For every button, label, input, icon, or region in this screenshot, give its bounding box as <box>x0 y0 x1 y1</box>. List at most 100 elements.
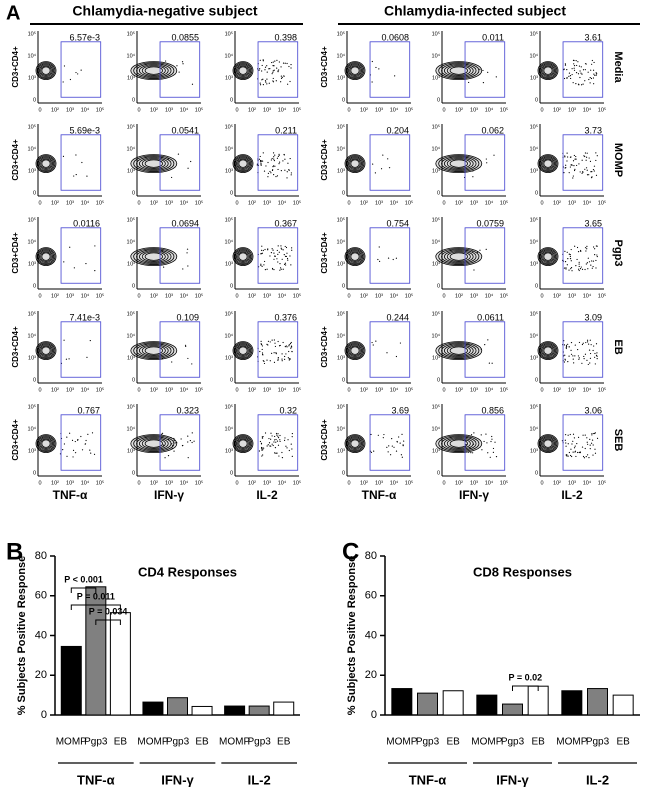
contour <box>537 61 559 80</box>
y-tick-label: 0 <box>437 377 440 383</box>
event-dot <box>584 155 586 158</box>
event-dot <box>274 154 276 156</box>
x-tick-label: 0 <box>235 200 238 206</box>
event-dot <box>63 339 65 341</box>
event-dot <box>564 250 566 252</box>
event-dot <box>573 65 576 67</box>
event-dot <box>258 450 261 452</box>
event-dot <box>281 457 284 459</box>
event-dot <box>565 344 568 346</box>
event-dot <box>595 72 597 74</box>
x-tick-label: 10³ <box>470 480 478 486</box>
event-dot <box>73 175 75 177</box>
y-tick-label: 10³ <box>28 355 36 361</box>
contour <box>39 344 53 357</box>
y-tick-label: 80 <box>35 550 47 562</box>
event-dot <box>279 267 282 269</box>
event-dot <box>577 61 579 63</box>
y-tick-label: 10⁴ <box>225 145 234 152</box>
gate-value: 0.204 <box>386 125 409 135</box>
event-dot <box>590 344 592 346</box>
event-dot <box>286 171 288 173</box>
gate-value: 3.69 <box>391 405 409 415</box>
event-dot <box>573 63 575 65</box>
event-dot <box>279 263 281 265</box>
event-dot <box>270 159 272 161</box>
event-dot <box>563 267 566 269</box>
event-dot <box>480 348 482 350</box>
event-dot <box>275 432 278 435</box>
event-dot <box>271 169 274 172</box>
event-dot <box>588 457 590 459</box>
event-dot <box>290 67 292 69</box>
event-dot <box>378 68 380 70</box>
x-tick-label: 10⁴ <box>583 386 592 393</box>
event-dot <box>71 439 74 441</box>
contour <box>438 155 480 172</box>
x-tick-label: 0 <box>540 387 543 393</box>
event-dot <box>491 438 493 440</box>
event-dot <box>273 156 275 158</box>
event-dot <box>483 440 485 443</box>
y-tick-label: 0 <box>437 190 440 196</box>
gate-value: 0.211 <box>275 125 297 135</box>
event-dot <box>566 251 568 253</box>
event-dot <box>84 443 87 445</box>
flow-plot: 7.41e-3 0 10² 10³ 10⁴ 10⁵ 10⁵ 10⁴ 10³ 0 CD3+CD4+ <box>11 310 104 393</box>
event-dot <box>272 249 274 251</box>
event-dot <box>592 349 594 352</box>
contour <box>538 342 558 359</box>
contour <box>345 435 365 452</box>
event-dot <box>570 341 573 344</box>
event-dot <box>276 157 279 159</box>
event-dot <box>69 432 71 434</box>
contour <box>133 62 175 79</box>
event-dot <box>277 444 280 446</box>
event-dot <box>181 61 184 63</box>
y-tick-label: 60 <box>35 590 47 602</box>
event-dot <box>277 71 279 73</box>
event-dot <box>171 447 173 449</box>
event-dot <box>481 449 483 451</box>
event-dot <box>586 169 588 171</box>
event-dot <box>592 444 594 446</box>
event-dot <box>590 264 592 266</box>
x-tick-label: 10³ <box>375 200 383 206</box>
contour <box>543 66 553 75</box>
event-dot <box>281 360 283 362</box>
contour <box>541 437 555 450</box>
bar <box>60 645 82 716</box>
bar <box>167 697 188 716</box>
event-dot <box>373 450 375 452</box>
event-dot <box>572 82 574 84</box>
event-dot <box>282 62 285 64</box>
event-dot <box>266 78 268 80</box>
y-tick-label: 0 <box>132 470 135 476</box>
event-dot <box>577 436 580 438</box>
flow-plot: 0.0855 0 10² 10³ 10⁴ 10⁵ 10⁵ 10⁴ 10³ 0 <box>127 30 204 113</box>
x-tick-label: 10³ <box>66 480 74 486</box>
contour <box>237 438 249 449</box>
contour <box>232 434 254 454</box>
flow-plot: 0.011 0 10² 10³ 10⁴ 10⁵ 10⁵ 10⁴ 10³ 0 <box>432 30 509 113</box>
event-dot <box>278 154 280 156</box>
contour <box>36 155 56 172</box>
flow-plot: 3.69 0 10² 10³ 10⁴ 10⁵ 10⁵ 10⁴ 10³ 0 CD3+CD4+ TNF-α <box>320 403 413 502</box>
event-dot <box>573 437 575 439</box>
event-dot <box>267 161 269 164</box>
x-tick-label: 10⁵ <box>96 106 104 113</box>
gate-value: 0.109 <box>176 312 199 322</box>
x-tick-label: 10² <box>553 480 561 486</box>
y-tick-label: 10⁴ <box>530 238 539 245</box>
contour <box>443 437 474 450</box>
contour <box>543 252 553 261</box>
y-tick-label: 10⁵ <box>127 123 135 130</box>
y-tick-label: 0 <box>33 190 36 196</box>
event-dot <box>267 176 269 178</box>
y-tick-label: 0 <box>342 470 345 476</box>
x-tick-label: 10⁴ <box>180 386 189 393</box>
event-dot <box>284 355 286 358</box>
contour <box>233 248 253 265</box>
event-dot <box>591 260 593 262</box>
event-dot <box>273 352 275 354</box>
